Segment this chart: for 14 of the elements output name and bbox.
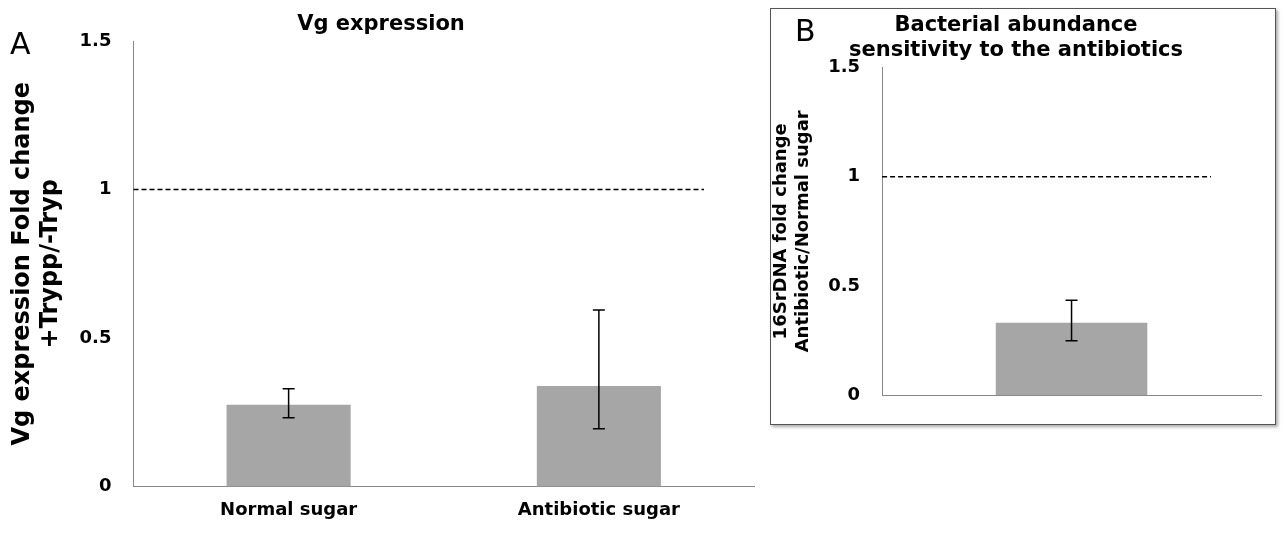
y-tick-label: 1.5	[79, 28, 112, 50]
x-tick-label: Antibiotic sugar	[517, 497, 681, 519]
y-tick-label: 1	[98, 177, 112, 199]
y-tick-label: 0	[98, 474, 112, 496]
y-axis-title: 16SrDNA fold change Antibiotic/Normal sugar	[769, 110, 813, 353]
y-tick-label: 0.5	[79, 325, 112, 347]
y-tick-label: 1	[847, 164, 861, 186]
chart-title: Vg expression	[297, 11, 465, 36]
y-axis-title: Vg expression Fold change +Trypp/-Tryp	[6, 82, 64, 446]
y-tick-label: 0	[847, 382, 861, 404]
x-tick-label: Normal sugar	[220, 497, 358, 519]
text: B	[795, 13, 816, 48]
y-tick-label: 0.5	[828, 273, 861, 295]
text: A	[10, 26, 31, 61]
